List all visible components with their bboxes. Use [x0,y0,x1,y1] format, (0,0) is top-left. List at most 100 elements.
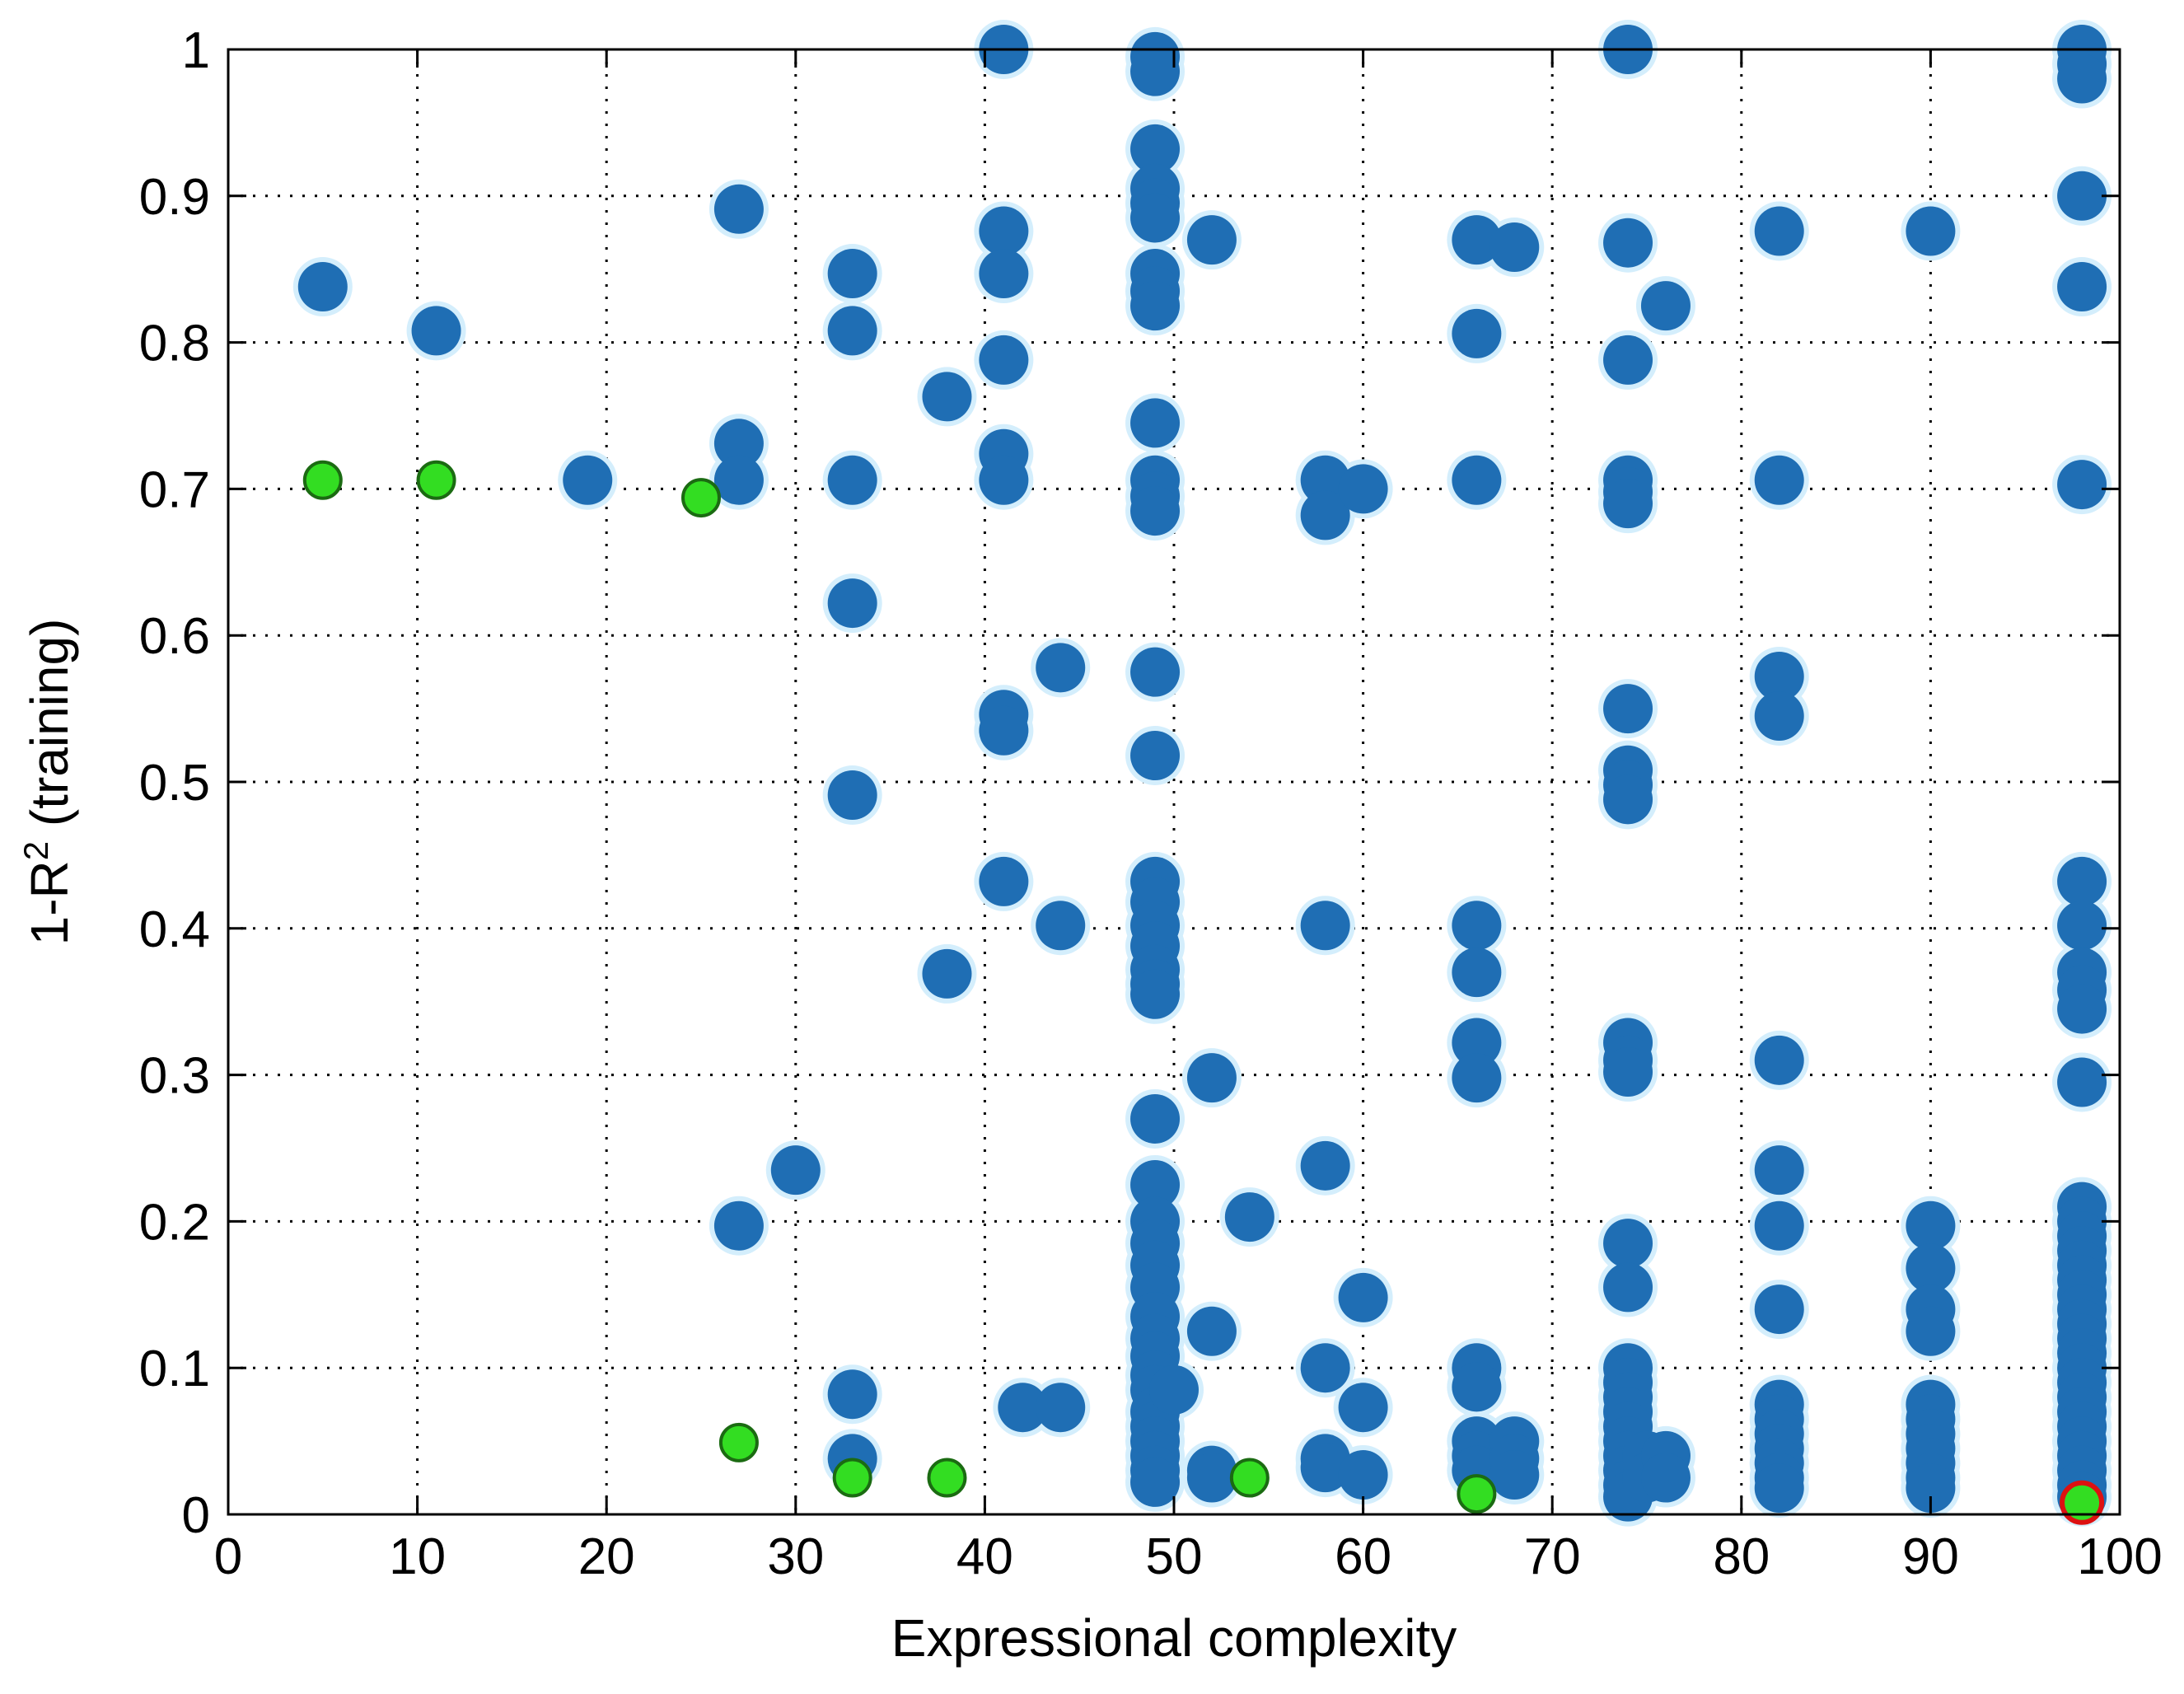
model-point [2057,460,2107,510]
model-point [827,770,877,821]
model-point [1036,901,1086,951]
model-point [1036,1383,1086,1433]
model-point [1603,1047,1653,1097]
y-tick-label: 0.8 [139,316,210,372]
pareto-point [1229,1458,1270,1498]
model-point [922,372,972,422]
model-point [1754,1285,1804,1335]
model-point [1754,1462,1804,1513]
model-point [411,306,461,356]
model-point [1130,969,1181,1019]
model-point [979,206,1029,256]
model-point [1603,684,1653,734]
model-point [827,1369,877,1420]
model-point [297,262,348,312]
selected-model-point [2060,1480,2105,1525]
model-point [1906,206,1956,256]
y-tick-label: 0.5 [139,755,210,812]
model-point [1130,1093,1181,1144]
y-tick-label: 0.4 [139,901,210,958]
model-point [922,948,972,999]
model-point [1300,1140,1350,1191]
model-point [1130,46,1181,96]
model-point [1452,1362,1502,1412]
model-point [979,335,1029,385]
model-point [1754,206,1804,256]
y-axis-label-superscript: 2 [16,841,55,860]
model-point [1640,281,1691,331]
model-point [979,455,1029,505]
model-point [1186,1306,1237,1356]
y-axis-label: 1-R2 (training) [16,619,79,946]
model-point [1036,643,1086,693]
model-point [1452,308,1502,358]
model-point [1130,730,1181,780]
model-point [2057,901,2107,951]
model-point [1452,901,1502,951]
model-point [1338,464,1388,514]
data-points [292,20,2112,1527]
model-point [979,249,1029,299]
model-point [1130,1457,1181,1507]
model-point [2057,1057,2107,1107]
model-point [979,705,1029,756]
y-tick-label: 0.7 [139,461,210,518]
model-point [1149,1364,1199,1415]
pareto-point [832,1458,872,1498]
pareto-point [302,460,343,500]
model-point [1130,1159,1181,1210]
x-tick-label: 70 [1524,1528,1581,1585]
model-point [1754,651,1804,701]
x-tick-label: 10 [389,1528,446,1585]
model-point [1452,215,1502,265]
model-point [1754,455,1804,505]
pareto-point [1457,1474,1497,1514]
y-tick-label: 0.2 [139,1194,210,1251]
model-point [713,455,764,505]
model-point [2057,171,2107,221]
pareto-point [416,460,456,500]
x-tick-label: 0 [214,1528,242,1585]
model-point [1754,690,1804,741]
model-point [827,578,877,629]
model-point [1130,281,1181,331]
model-point [1603,1262,1653,1313]
model-point [1906,1200,1956,1251]
y-tick-label: 0.9 [139,169,210,226]
model-point [1603,1219,1653,1269]
model-point [1452,1053,1502,1103]
model-point [2057,984,2107,1034]
model-point [1130,486,1181,536]
pareto-point [927,1458,967,1498]
y-tick-label: 1 [182,22,210,79]
x-tick-label: 20 [578,1528,635,1585]
model-point [713,419,764,469]
model-point [1300,1343,1350,1393]
model-point [1130,124,1181,174]
model-point [1338,1383,1388,1433]
model-point [1300,1443,1350,1493]
model-point [1603,218,1653,268]
model-point [1640,1453,1691,1503]
model-point [1906,1306,1956,1356]
y-tick-label: 0.3 [139,1048,210,1105]
model-point [827,249,877,299]
model-point [1224,1192,1274,1242]
model-point [998,1383,1048,1433]
model-point [1490,222,1540,273]
model-point [1300,455,1350,505]
model-point [1754,1145,1804,1196]
x-tick-label: 40 [956,1528,1013,1585]
x-tick-label: 50 [1146,1528,1203,1585]
y-tick-label: 0.1 [139,1341,210,1397]
model-point [1452,948,1502,998]
model-point [1130,398,1181,448]
y-axis-label-suffix: (training) [20,619,79,841]
model-point [1452,1018,1502,1068]
model-point [827,306,877,356]
model-point [1338,1449,1388,1500]
model-point [2057,262,2107,312]
y-tick-label: 0 [182,1487,210,1544]
